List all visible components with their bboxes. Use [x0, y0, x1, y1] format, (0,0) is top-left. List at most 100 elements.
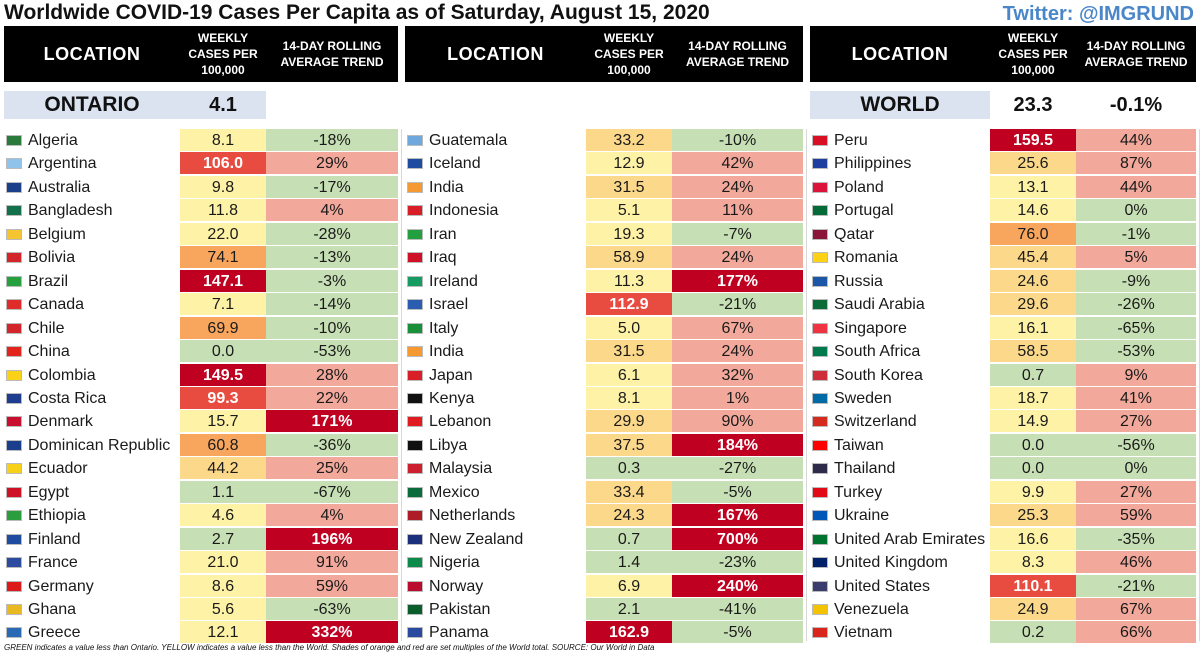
country-flag-icon: [812, 534, 828, 545]
weekly-cases-cell: 22.0: [180, 223, 266, 246]
header-weekly-line: WEEKLY: [197, 31, 249, 45]
table-row: Costa Rica 99.3 22%: [4, 387, 398, 410]
table-row: Bolivia 74.1 -13%: [4, 246, 398, 269]
trend-cell: 22%: [266, 387, 398, 410]
trend-cell: 9%: [1076, 364, 1196, 387]
table-row: Philippines 25.6 87%: [810, 152, 1196, 175]
country-flag-icon: [407, 370, 423, 381]
twitter-handle[interactable]: Twitter: @IMGRUND: [1002, 3, 1194, 25]
header-trend: 14-DAY ROLLING AVERAGE TREND: [1076, 26, 1196, 82]
country-flag-icon: [6, 416, 22, 427]
table-row: Poland 13.1 44%: [810, 176, 1196, 199]
table-row: Colombia 149.5 28%: [4, 364, 398, 387]
trend-cell: 91%: [266, 551, 398, 574]
country-flag-icon: [6, 581, 22, 592]
trend-cell: -18%: [266, 129, 398, 152]
weekly-cases-cell: 24.9: [990, 598, 1076, 621]
country-flag-icon: [6, 627, 22, 638]
country-name: Denmark: [28, 413, 93, 430]
table-row: United States 110.1 -21%: [810, 575, 1196, 598]
table-row: India 31.5 24%: [405, 176, 803, 199]
country-name: Chile: [28, 320, 65, 337]
trend-cell: 1%: [672, 387, 803, 410]
country-name: India: [429, 179, 464, 196]
trend-cell: 25%: [266, 457, 398, 480]
trend-cell: 46%: [1076, 551, 1196, 574]
weekly-cases-cell: 0.0: [990, 434, 1076, 457]
country-flag-icon: [407, 229, 423, 240]
country-name: New Zealand: [429, 531, 524, 548]
trend-cell: -35%: [1076, 528, 1196, 551]
trend-cell: 240%: [672, 575, 803, 598]
country-flag-icon: [407, 604, 423, 615]
table-row: Thailand 0.0 0%: [810, 457, 1196, 480]
country-flag-icon: [812, 604, 828, 615]
weekly-cases-cell: 106.0: [180, 152, 266, 175]
country-name: Ecuador: [28, 460, 88, 477]
trend-cell: 90%: [672, 410, 803, 433]
trend-cell: 11%: [672, 199, 803, 222]
table-row: Algeria 8.1 -18%: [4, 129, 398, 152]
country-name: Norway: [429, 578, 484, 595]
country-flag-icon: [407, 135, 423, 146]
country-name: Germany: [28, 578, 94, 595]
country-flag-icon: [6, 299, 22, 310]
weekly-cases-cell: 31.5: [586, 176, 672, 199]
header-trend-line: 14-DAY ROLLING: [282, 39, 382, 53]
header-weekly-line: 100,000: [201, 63, 245, 77]
trend-cell: 67%: [672, 317, 803, 340]
country-flag-icon: [6, 370, 22, 381]
country-name: France: [28, 554, 78, 571]
country-flag-icon: [6, 252, 22, 263]
country-flag-icon: [407, 581, 423, 592]
weekly-cases-cell: 8.1: [180, 129, 266, 152]
weekly-cases-cell: 74.1: [180, 246, 266, 269]
country-name: Thailand: [834, 460, 896, 477]
trend-cell: 177%: [672, 270, 803, 293]
country-name: South Korea: [834, 367, 923, 384]
trend-cell: 196%: [266, 528, 398, 551]
table-row: Qatar 76.0 -1%: [810, 223, 1196, 246]
table-row: China 0.0 -53%: [4, 340, 398, 363]
header-location: LOCATION: [851, 43, 949, 64]
table-row: Ukraine 25.3 59%: [810, 504, 1196, 527]
weekly-cases-cell: 11.8: [180, 199, 266, 222]
weekly-cases-cell: 4.6: [180, 504, 266, 527]
table-row: Ghana 5.6 -63%: [4, 598, 398, 621]
country-name: Colombia: [28, 367, 96, 384]
trend-cell: 167%: [672, 504, 803, 527]
weekly-cases-cell: 7.1: [180, 293, 266, 316]
country-flag-icon: [407, 158, 423, 169]
weekly-cases-cell: 24.3: [586, 504, 672, 527]
weekly-cases-cell: 24.6: [990, 270, 1076, 293]
table-row: Greece 12.1 332%: [4, 621, 398, 644]
country-flag-icon: [812, 182, 828, 193]
trend-cell: 171%: [266, 410, 398, 433]
table-row: Romania 45.4 5%: [810, 246, 1196, 269]
country-flag-icon: [407, 534, 423, 545]
country-name: Ireland: [429, 273, 478, 290]
country-name: Poland: [834, 179, 884, 196]
weekly-cases-cell: 11.3: [586, 270, 672, 293]
table-row: Finland 2.7 196%: [4, 528, 398, 551]
trend-cell: -7%: [672, 223, 803, 246]
weekly-cases-cell: 29.6: [990, 293, 1076, 316]
trend-cell: 44%: [1076, 176, 1196, 199]
weekly-cases-cell: 0.7: [990, 364, 1076, 387]
trend-cell: 66%: [1076, 621, 1196, 644]
table-row: Canada 7.1 -14%: [4, 293, 398, 316]
trend-cell: -3%: [266, 270, 398, 293]
weekly-cases-cell: 58.5: [990, 340, 1076, 363]
trend-cell: -1%: [1076, 223, 1196, 246]
trend-cell: -10%: [672, 129, 803, 152]
country-flag-icon: [812, 299, 828, 310]
country-flag-icon: [6, 463, 22, 474]
table-row: Libya 37.5 184%: [405, 434, 803, 457]
country-flag-icon: [812, 135, 828, 146]
country-flag-icon: [6, 346, 22, 357]
table-row: Ethiopia 4.6 4%: [4, 504, 398, 527]
header-location: LOCATION: [447, 43, 544, 64]
table-row: Nigeria 1.4 -23%: [405, 551, 803, 574]
country-name: Singapore: [834, 320, 907, 337]
table-row: Germany 8.6 59%: [4, 575, 398, 598]
